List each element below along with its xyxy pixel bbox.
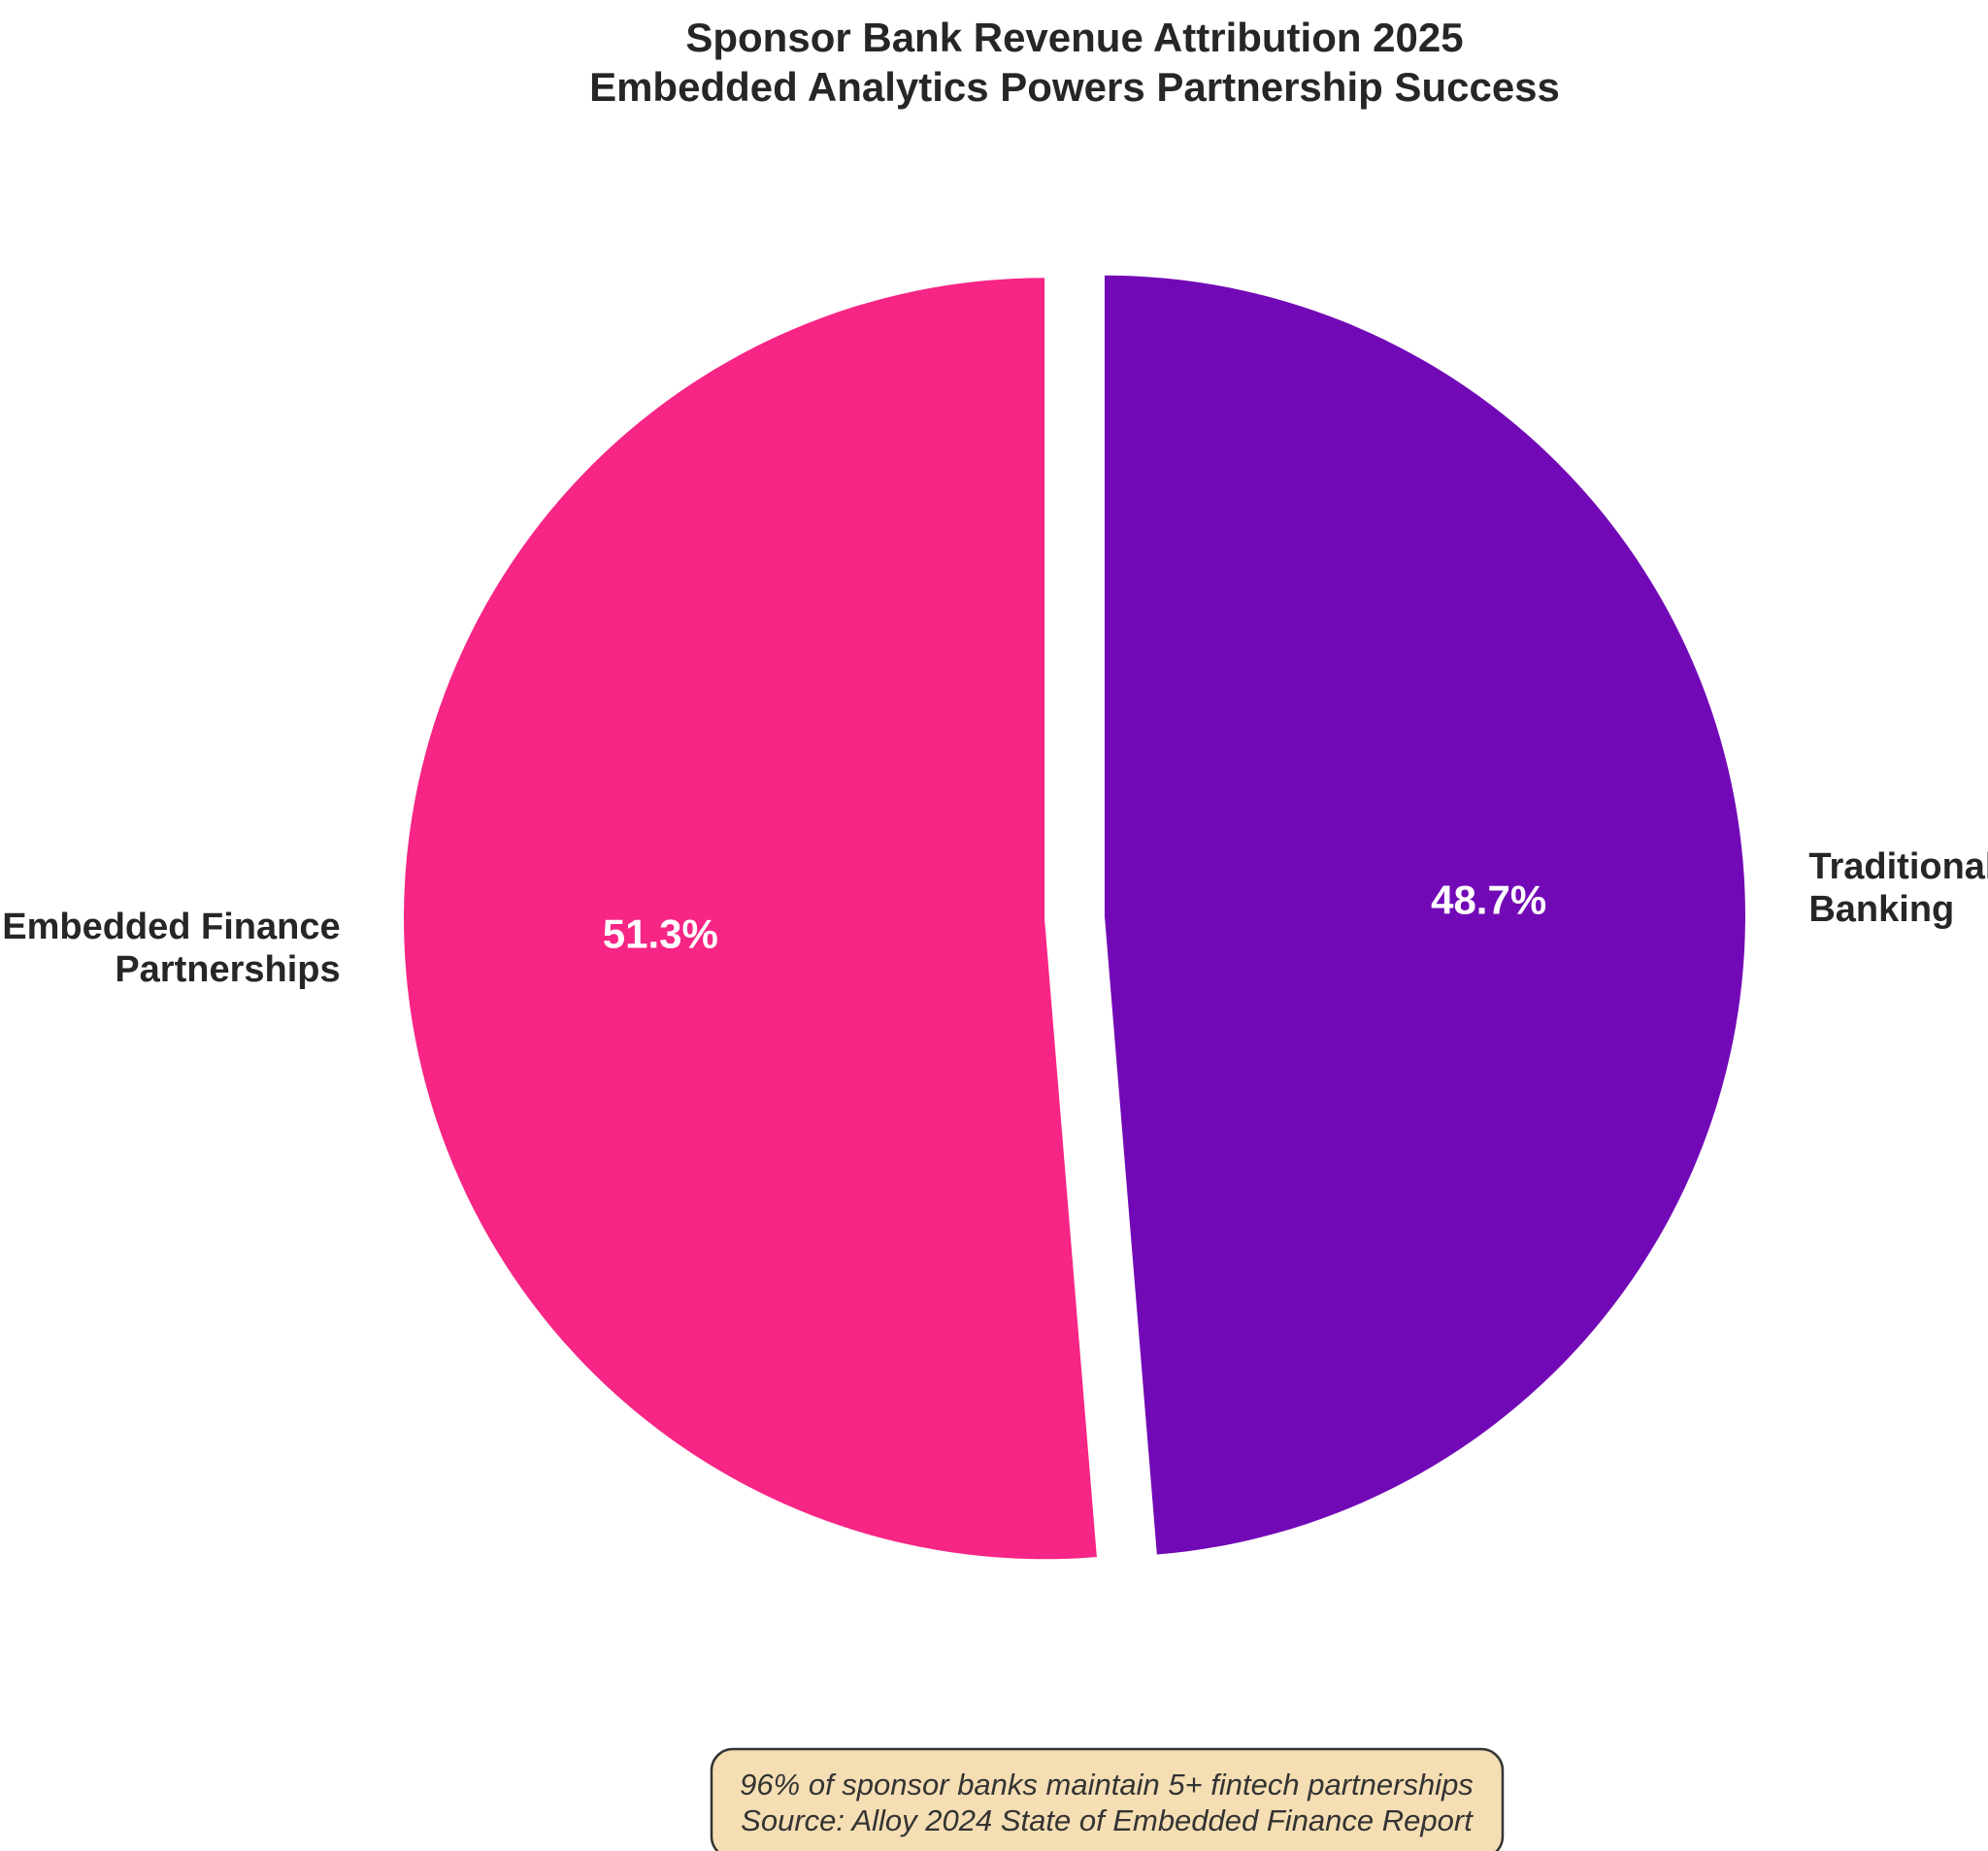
slice-category-label: Embedded Finance Partnerships — [2, 907, 340, 990]
slice-category-label-line: Partnerships — [115, 949, 340, 990]
chart-subtitle: Embedded Analytics Powers Partnership Su… — [589, 64, 1560, 110]
pie-slices — [404, 275, 1745, 1560]
annotation-line-2: Source: Alloy 2024 State of Embedded Fin… — [741, 1803, 1474, 1837]
annotation-background — [710, 1747, 1505, 1851]
slice-percent-label: 51.3% — [603, 910, 718, 956]
chart-title: Sponsor Bank Revenue Attribution 2025 — [685, 15, 1463, 60]
pie-labels: 51.3% Embedded Finance Partnerships 48.7% Tr… — [2, 846, 1988, 990]
slice-category-label-line: Banking — [1808, 889, 1954, 930]
slice-category-label-line: Traditional — [1808, 846, 1988, 887]
annotation-box: 96% of sponsor banks maintain 5+ fintech… — [710, 1747, 1505, 1851]
slice-percent-label: 48.7% — [1431, 877, 1546, 923]
slice-category-label-line: Embedded Finance — [2, 907, 340, 947]
pie-slice — [1104, 275, 1745, 1555]
annotation-line-1: 96% of sponsor banks maintain 5+ fintech… — [740, 1768, 1474, 1801]
pie-slice — [404, 278, 1097, 1560]
slice-category-label: Traditional Banking — [1808, 846, 1988, 930]
